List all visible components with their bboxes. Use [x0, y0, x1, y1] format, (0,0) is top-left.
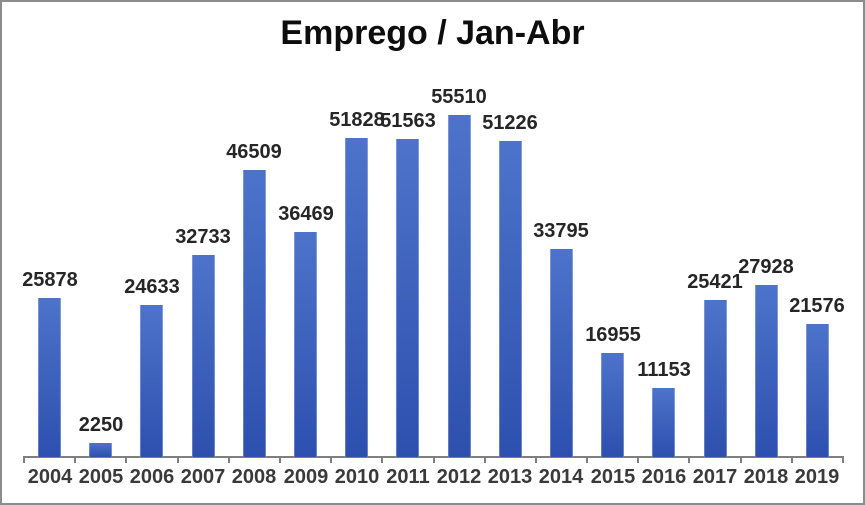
x-axis-tick-mark — [381, 456, 383, 463]
x-axis-tick-mark — [688, 456, 690, 463]
x-axis-tick-label: 2018 — [743, 466, 789, 488]
bar-2005 — [89, 443, 112, 457]
bar-value-label: 25878 — [22, 269, 78, 291]
x-axis-tick-label: 2006 — [129, 466, 175, 488]
x-axis-tick-mark — [74, 456, 76, 463]
x-axis-tick-label: 2010 — [334, 466, 380, 488]
bar-2008 — [243, 170, 266, 457]
bar-2011 — [396, 139, 419, 457]
bar-2015 — [601, 353, 624, 457]
x-axis-tick-label: 2004 — [27, 466, 73, 488]
x-axis-tick-label: 2016 — [641, 466, 687, 488]
x-axis-tick-mark — [484, 456, 486, 463]
x-axis-tick-mark — [228, 456, 230, 463]
bar-value-label: 51828 — [329, 109, 385, 131]
bar-value-label: 51563 — [380, 110, 436, 132]
x-axis-tick-label: 2014 — [538, 466, 584, 488]
bar-2009 — [294, 232, 317, 457]
x-axis-tick-label: 2011 — [386, 466, 430, 488]
x-axis-tick-label: 2009 — [283, 466, 329, 488]
bar-value-label: 55510 — [431, 86, 487, 108]
x-axis-tick-mark — [23, 456, 25, 463]
x-axis-tick-mark — [535, 456, 537, 463]
bar-2013 — [499, 141, 522, 457]
x-axis-tick-label: 2019 — [794, 466, 840, 488]
bar-value-label: 24633 — [124, 276, 180, 298]
bar-value-label: 46509 — [226, 141, 282, 163]
bar-2016 — [652, 388, 675, 457]
x-axis-tick-mark — [330, 456, 332, 463]
bar-2019 — [806, 324, 829, 457]
bar-2017 — [704, 300, 727, 457]
x-axis-tick-mark — [637, 456, 639, 463]
bar-2004 — [38, 298, 61, 457]
x-axis-tick-label: 2007 — [180, 466, 226, 488]
x-axis-tick-label: 2012 — [436, 466, 482, 488]
bar-2018 — [755, 285, 778, 457]
x-axis-tick-mark — [791, 456, 793, 463]
x-axis-tick-label: 2013 — [487, 466, 533, 488]
bar-2006 — [140, 305, 163, 457]
x-axis-tick-mark — [740, 456, 742, 463]
x-axis-tick-label: 2008 — [231, 466, 277, 488]
x-axis-tick-mark — [433, 456, 435, 463]
chart-title: Emprego / Jan-Abr — [280, 14, 585, 52]
bar-2010 — [345, 138, 368, 457]
bar-value-label: 36469 — [278, 203, 334, 225]
bar-value-label: 21576 — [789, 295, 845, 317]
bar-value-label: 2250 — [78, 414, 124, 436]
x-axis-tick-label: 2015 — [590, 466, 636, 488]
x-axis-tick-label: 2005 — [78, 466, 124, 488]
x-axis-tick-mark — [279, 456, 281, 463]
bar-value-label: 27928 — [738, 256, 794, 278]
bar-value-label: 32733 — [175, 226, 231, 248]
bar-value-label: 51226 — [482, 112, 538, 134]
bar-value-label: 11153 — [637, 359, 691, 381]
bar-2012 — [448, 115, 471, 457]
x-axis-tick-mark — [586, 456, 588, 463]
bar-2007 — [192, 255, 215, 457]
bar-value-label: 16955 — [585, 324, 641, 346]
x-axis-tick-mark — [842, 456, 844, 463]
x-axis-tick-label: 2017 — [692, 466, 738, 488]
bar-value-label: 25421 — [687, 271, 743, 293]
bar-value-label: 33795 — [533, 220, 589, 242]
bar-2014 — [550, 249, 573, 457]
x-axis-tick-mark — [177, 456, 179, 463]
x-axis-tick-mark — [125, 456, 127, 463]
